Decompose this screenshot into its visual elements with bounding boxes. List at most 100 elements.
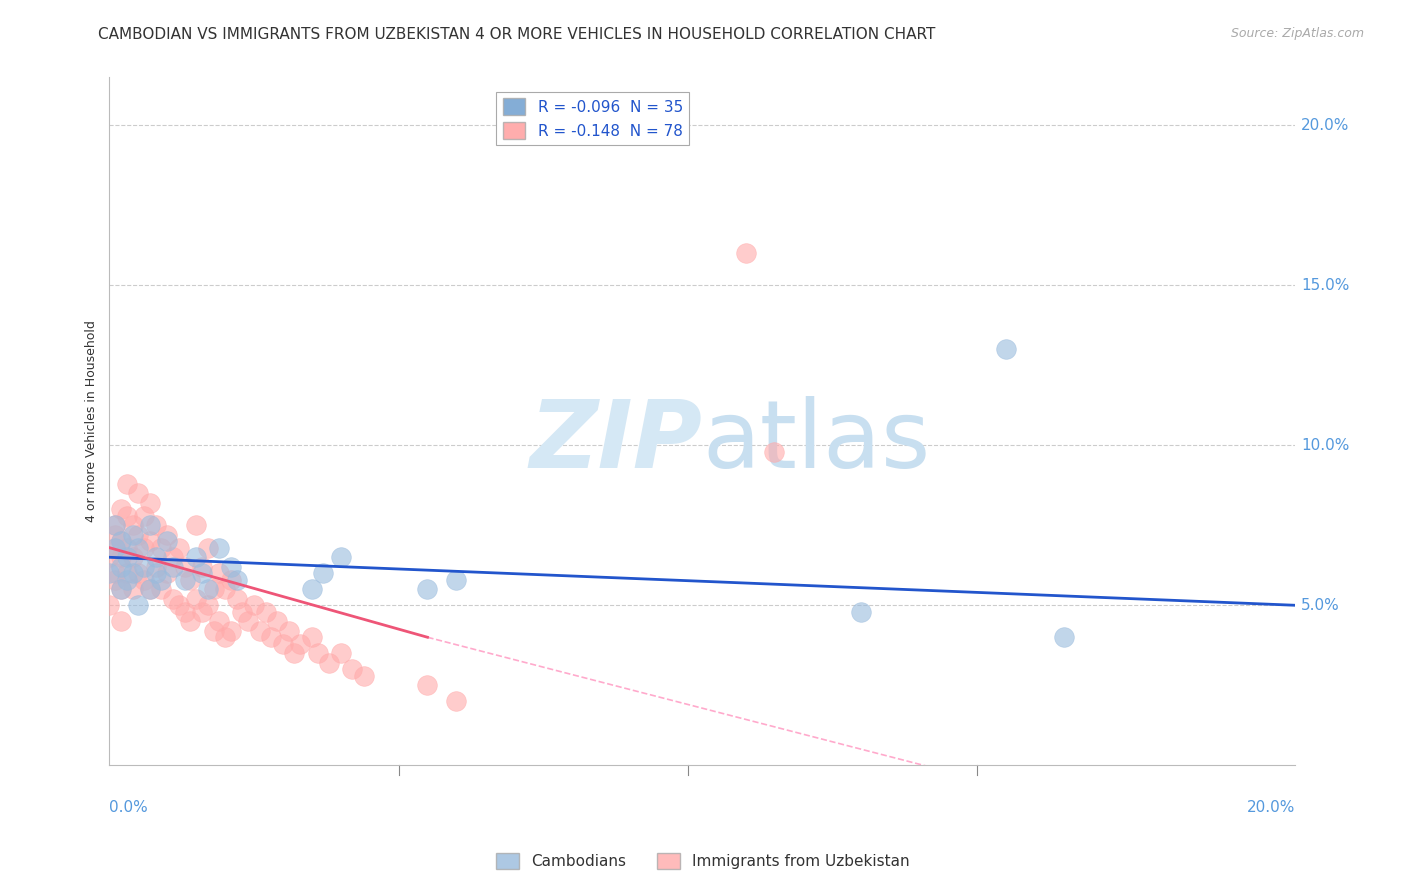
Point <box>104 566 127 581</box>
Point <box>121 528 143 542</box>
Y-axis label: 4 or more Vehicles in Household: 4 or more Vehicles in Household <box>86 320 98 523</box>
Point <box>162 560 184 574</box>
Point <box>110 560 132 574</box>
Point <box>301 630 323 644</box>
Point <box>214 630 236 644</box>
Point <box>208 614 231 628</box>
Text: CAMBODIAN VS IMMIGRANTS FROM UZBEKISTAN 4 OR MORE VEHICLES IN HOUSEHOLD CORRELAT: CAMBODIAN VS IMMIGRANTS FROM UZBEKISTAN … <box>98 27 936 42</box>
Point <box>225 591 247 606</box>
Point <box>110 534 132 549</box>
Point <box>271 637 294 651</box>
Point <box>121 582 143 597</box>
Point <box>145 566 167 581</box>
Point <box>132 560 155 574</box>
Point <box>173 605 195 619</box>
Point <box>139 534 162 549</box>
Point <box>162 591 184 606</box>
Point <box>173 573 195 587</box>
Point <box>104 573 127 587</box>
Point <box>219 624 242 638</box>
Point <box>307 646 329 660</box>
Point <box>127 528 149 542</box>
Text: 20.0%: 20.0% <box>1247 799 1295 814</box>
Point <box>115 508 138 523</box>
Point <box>290 637 312 651</box>
Point <box>110 582 132 597</box>
Point <box>104 518 127 533</box>
Point <box>139 582 162 597</box>
Point <box>243 599 266 613</box>
Point <box>208 566 231 581</box>
Point <box>208 541 231 555</box>
Point <box>156 566 179 581</box>
Text: 5.0%: 5.0% <box>1301 598 1340 613</box>
Point <box>145 518 167 533</box>
Point <box>186 550 208 565</box>
Point <box>98 566 121 581</box>
Point <box>318 656 340 670</box>
Point <box>353 668 375 682</box>
Point <box>121 550 143 565</box>
Point <box>186 518 208 533</box>
Point <box>115 541 138 555</box>
Point <box>266 614 288 628</box>
Point <box>132 508 155 523</box>
Point <box>139 518 162 533</box>
Legend: R = -0.096  N = 35, R = -0.148  N = 78: R = -0.096 N = 35, R = -0.148 N = 78 <box>496 92 689 145</box>
Point <box>260 630 283 644</box>
Point <box>115 476 138 491</box>
Text: 15.0%: 15.0% <box>1301 278 1350 293</box>
Text: 10.0%: 10.0% <box>1301 438 1350 453</box>
Point <box>150 541 173 555</box>
Point <box>127 486 149 500</box>
Point <box>179 573 201 587</box>
Text: Source: ZipAtlas.com: Source: ZipAtlas.com <box>1230 27 1364 40</box>
Point <box>132 573 155 587</box>
Point <box>446 573 468 587</box>
Text: 0.0%: 0.0% <box>110 799 148 814</box>
Point <box>283 646 305 660</box>
Point <box>132 541 155 555</box>
Point <box>115 573 138 587</box>
Point <box>173 560 195 574</box>
Point <box>110 534 132 549</box>
Point <box>191 566 214 581</box>
Point <box>127 541 149 555</box>
Point <box>121 518 143 533</box>
Point <box>238 614 260 628</box>
Point <box>110 550 132 565</box>
Point <box>734 246 756 260</box>
Point <box>145 560 167 574</box>
Point <box>127 599 149 613</box>
Point <box>994 343 1017 357</box>
Point <box>197 541 219 555</box>
Point <box>121 566 143 581</box>
Point <box>150 582 173 597</box>
Point <box>763 444 786 458</box>
Point <box>219 573 242 587</box>
Point <box>329 550 352 565</box>
Point <box>156 528 179 542</box>
Point <box>139 496 162 510</box>
Point <box>167 541 190 555</box>
Text: atlas: atlas <box>702 396 931 488</box>
Point <box>219 560 242 574</box>
Point <box>98 599 121 613</box>
Point <box>191 560 214 574</box>
Point <box>186 591 208 606</box>
Point <box>851 605 873 619</box>
Point <box>214 582 236 597</box>
Point <box>225 573 247 587</box>
Point <box>416 678 439 692</box>
Point <box>342 662 364 676</box>
Point <box>115 550 138 565</box>
Point <box>145 550 167 565</box>
Point <box>104 541 127 555</box>
Point <box>127 566 149 581</box>
Text: 20.0%: 20.0% <box>1301 118 1350 133</box>
Point <box>110 582 132 597</box>
Point <box>110 502 132 516</box>
Point <box>104 528 127 542</box>
Point <box>150 573 173 587</box>
Point <box>115 566 138 581</box>
